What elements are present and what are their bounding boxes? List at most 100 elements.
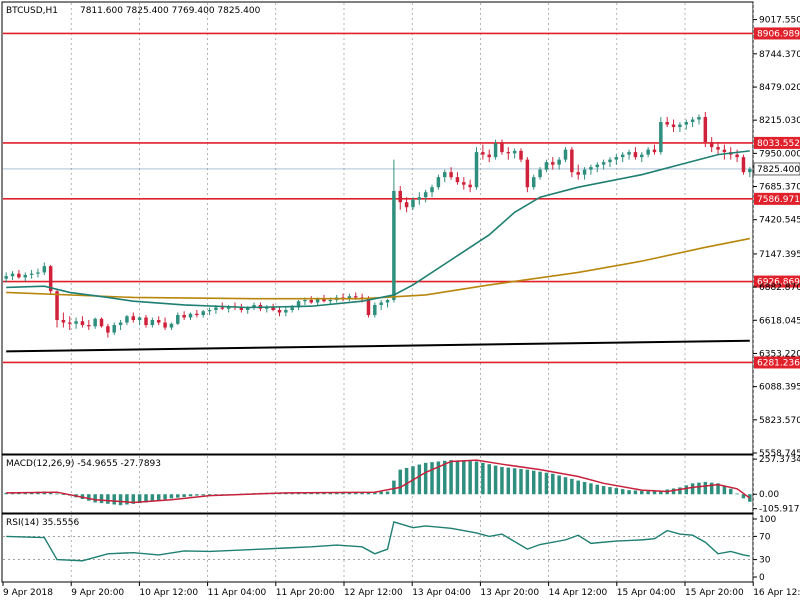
candle-body-89: [570, 149, 574, 173]
candle-body-15: [99, 318, 104, 327]
time-tick-label: 16 Apr 12:00: [753, 588, 800, 598]
candle-body-104: [665, 122, 669, 125]
macd-bar-83: [531, 470, 536, 495]
macd-bar-92: [589, 483, 593, 495]
candle-body-64: [411, 199, 415, 208]
macd-bar-74: [474, 461, 479, 495]
candle-body-106: [678, 124, 682, 128]
macd-bar-22: [144, 494, 148, 503]
macd-bar-89: [570, 478, 574, 495]
rsi-polyline: [6, 521, 750, 562]
macd-bar-71: [455, 460, 460, 495]
rsi-panel[interactable]: [1, 513, 754, 583]
macd-bar-76: [487, 464, 491, 495]
macd-bar-58: [373, 491, 377, 495]
candle-body-96: [614, 157, 619, 160]
candle-body-2: [17, 273, 21, 278]
candle-body-44: [284, 309, 288, 313]
candle-body-63: [404, 202, 409, 208]
macd-bar-31: [201, 494, 205, 496]
candle-body-99: [633, 152, 638, 158]
price-tick-label: 8215.030: [759, 116, 800, 126]
candle-body-83: [531, 177, 536, 188]
support-resistance-levels: 8906.989 8033.552 7586.971 6926.869 6281.236…: [3, 27, 800, 369]
macd-bar-84: [538, 471, 542, 495]
macd-bar-109: [697, 482, 701, 495]
macd-bar-115: [735, 493, 739, 495]
time-tick-label: 14 Apr 12:00: [549, 588, 608, 598]
level-tag-label: 6281.236: [757, 358, 800, 368]
candle-body-105: [671, 124, 676, 128]
candle-body-101: [646, 149, 650, 155]
candle-body-94: [601, 162, 606, 165]
candle-body-28: [182, 315, 186, 318]
candle-body-58: [373, 304, 377, 316]
current-price-tag-bg: [753, 162, 800, 176]
macd-bar-114: [729, 488, 733, 495]
macd-bar-88: [563, 477, 568, 495]
macd-bar-57: [366, 492, 371, 495]
candle-body-108: [690, 119, 695, 123]
time-tick-label: 12 Apr 12:00: [344, 588, 403, 598]
candle-body-24: [156, 320, 161, 323]
macd-signal-line: [6, 459, 751, 504]
candle-body-70: [449, 172, 453, 178]
macd-bar-67: [430, 462, 434, 495]
macd-bar-27: [176, 494, 180, 498]
macd-bar-106: [678, 487, 682, 495]
level-tag-bg-2: [754, 192, 800, 205]
candle-body-9: [61, 320, 66, 323]
candle-body-29: [188, 313, 193, 318]
price-panel[interactable]: [1, 1, 754, 455]
ma-slow-line: [6, 237, 750, 300]
candle-body-68: [436, 177, 441, 188]
macd-bar-69: [442, 460, 447, 495]
time-tick-label: 15 Apr 20:00: [685, 588, 744, 598]
macd-bar-29: [188, 494, 193, 497]
macd-bar-55: [354, 492, 358, 495]
price-tick-label: 7147.395: [759, 250, 800, 260]
candle-body-26: [169, 323, 174, 328]
candle-body-80: [512, 150, 517, 154]
candle-body-109: [697, 117, 701, 120]
candle-body-16: [106, 326, 110, 333]
candle-body-111: [709, 142, 714, 148]
level-tag-bg-4: [754, 356, 800, 369]
level-tag-label: 7586.971: [757, 195, 800, 205]
macd-bar-7: [48, 492, 53, 495]
candle-body-42: [271, 307, 275, 310]
candle-body-14: [93, 318, 97, 327]
macd-bar-24: [156, 494, 161, 501]
candle-body-93: [595, 164, 600, 168]
ma-fast-line: [6, 150, 750, 309]
macd-bar-79: [506, 467, 511, 495]
price-tick-label: 6618.045: [759, 316, 800, 326]
macd-bar-61: [392, 480, 396, 495]
macd-bar-113: [722, 486, 727, 495]
level-tag-label: 6926.869: [757, 278, 800, 288]
macd-bar-66: [423, 462, 428, 495]
macd-bar-72: [462, 460, 466, 495]
macd-bar-100: [640, 490, 644, 495]
macd-bar-102: [652, 491, 657, 495]
candle-body-3: [23, 274, 27, 278]
macd-signal-polyline: [6, 459, 751, 504]
candle-body-32: [207, 309, 212, 312]
candle-body-1: [10, 273, 15, 277]
macd-bar-96: [614, 488, 619, 495]
macd-bar-80: [512, 468, 517, 495]
candle-body-22: [144, 317, 148, 326]
macd-bar-0: [4, 492, 8, 495]
time-tick-label: 11 Apr 04:00: [208, 588, 267, 598]
candle-body-69: [442, 172, 447, 178]
price-tick-label: 7420.545: [759, 216, 800, 226]
candle-body-57: [366, 298, 371, 316]
candle-body-117: [748, 168, 752, 173]
candlesticks[interactable]: [4, 112, 752, 338]
price-tick-label: 6353.220: [759, 349, 800, 359]
level-tag-bg-1: [754, 136, 800, 149]
candle-body-77: [493, 143, 498, 158]
price-tick-label: 5823.570: [759, 416, 800, 426]
price-tick-label: 7950.000: [759, 149, 800, 159]
